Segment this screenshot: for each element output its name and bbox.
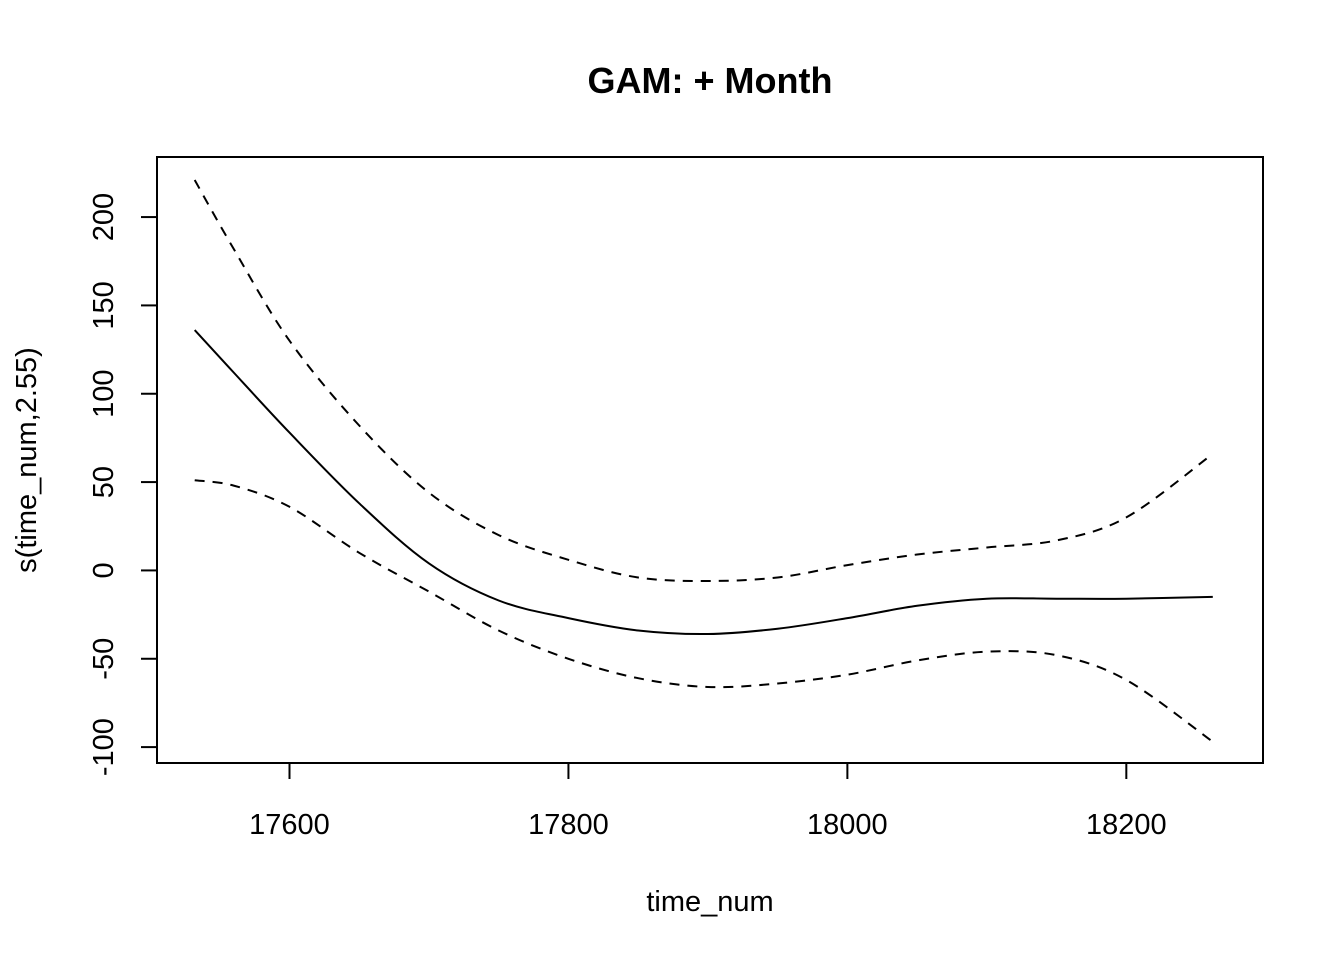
upper-confidence-line	[193, 179, 1214, 583]
x-tick-label: 17600	[249, 809, 330, 841]
smooth-fit-line	[193, 329, 1213, 636]
y-tick-label: -50	[88, 638, 120, 680]
y-tick-label: -100	[88, 718, 120, 776]
chart-title: GAM: + Month	[588, 60, 833, 101]
series-layer	[193, 179, 1214, 743]
y-tick-label: 0	[88, 562, 120, 578]
plot-frame	[156, 156, 1264, 764]
y-tick-label: 200	[88, 193, 120, 241]
lower-confidence-line	[194, 479, 1214, 743]
x-axis: 17600 17800 18000 18200	[249, 763, 1167, 841]
y-tick-label: 50	[88, 466, 120, 498]
y-tick-label: 150	[88, 281, 120, 329]
y-axis-label: s(time_num,2.55)	[11, 347, 43, 573]
y-tick-label: 100	[88, 370, 120, 418]
x-tick-label: 18200	[1086, 809, 1167, 841]
x-tick-label: 17800	[528, 809, 609, 841]
x-tick-label: 18000	[807, 809, 888, 841]
y-axis: -100 -50 0 50 100 150 200	[88, 193, 157, 776]
x-axis-label: time_num	[646, 886, 773, 918]
